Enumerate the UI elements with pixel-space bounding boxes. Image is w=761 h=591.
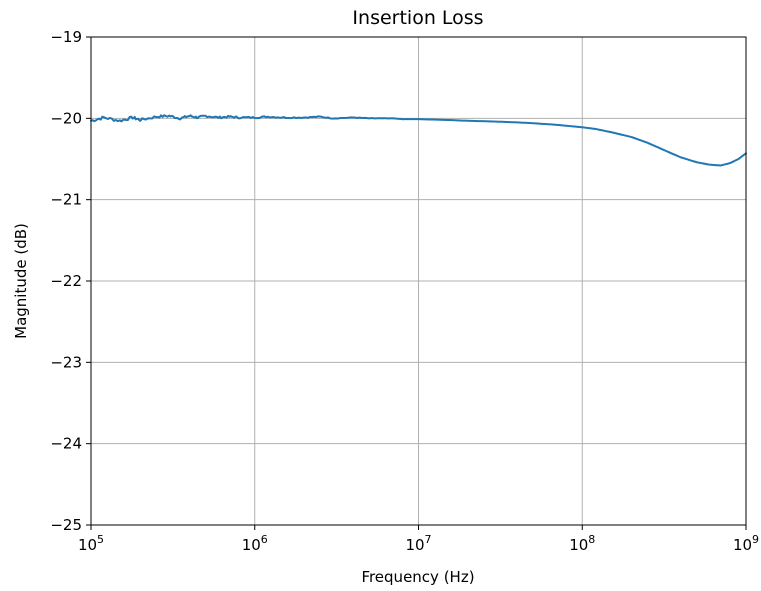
y-tick-label: −22: [50, 272, 82, 290]
insertion-loss-series-line: [90, 114, 747, 167]
x-tick-label: 107: [405, 533, 431, 554]
grid-lines: [90, 36, 747, 526]
y-tick-label: −21: [50, 191, 82, 209]
x-tick-label: 108: [569, 533, 595, 554]
series-layer: [90, 114, 747, 167]
y-tick-label: −23: [50, 353, 82, 371]
chart-title: Insertion Loss: [352, 7, 483, 29]
x-tick-label: 109: [733, 533, 759, 554]
y-tick-label: −20: [50, 109, 82, 127]
y-tick-label: −24: [50, 435, 82, 453]
x-tick-label: 105: [78, 533, 104, 554]
y-axis-label: Magnitude (dB): [12, 223, 30, 339]
x-tick-label: 106: [242, 533, 268, 554]
x-axis-label: Frequency (Hz): [361, 568, 474, 586]
y-tick-label: −19: [50, 28, 82, 46]
axis-ticks: 105 106 107 108 109 −19 −20 −21 −22 −23 −24 −25: [50, 28, 759, 554]
y-tick-label: −25: [50, 516, 82, 534]
